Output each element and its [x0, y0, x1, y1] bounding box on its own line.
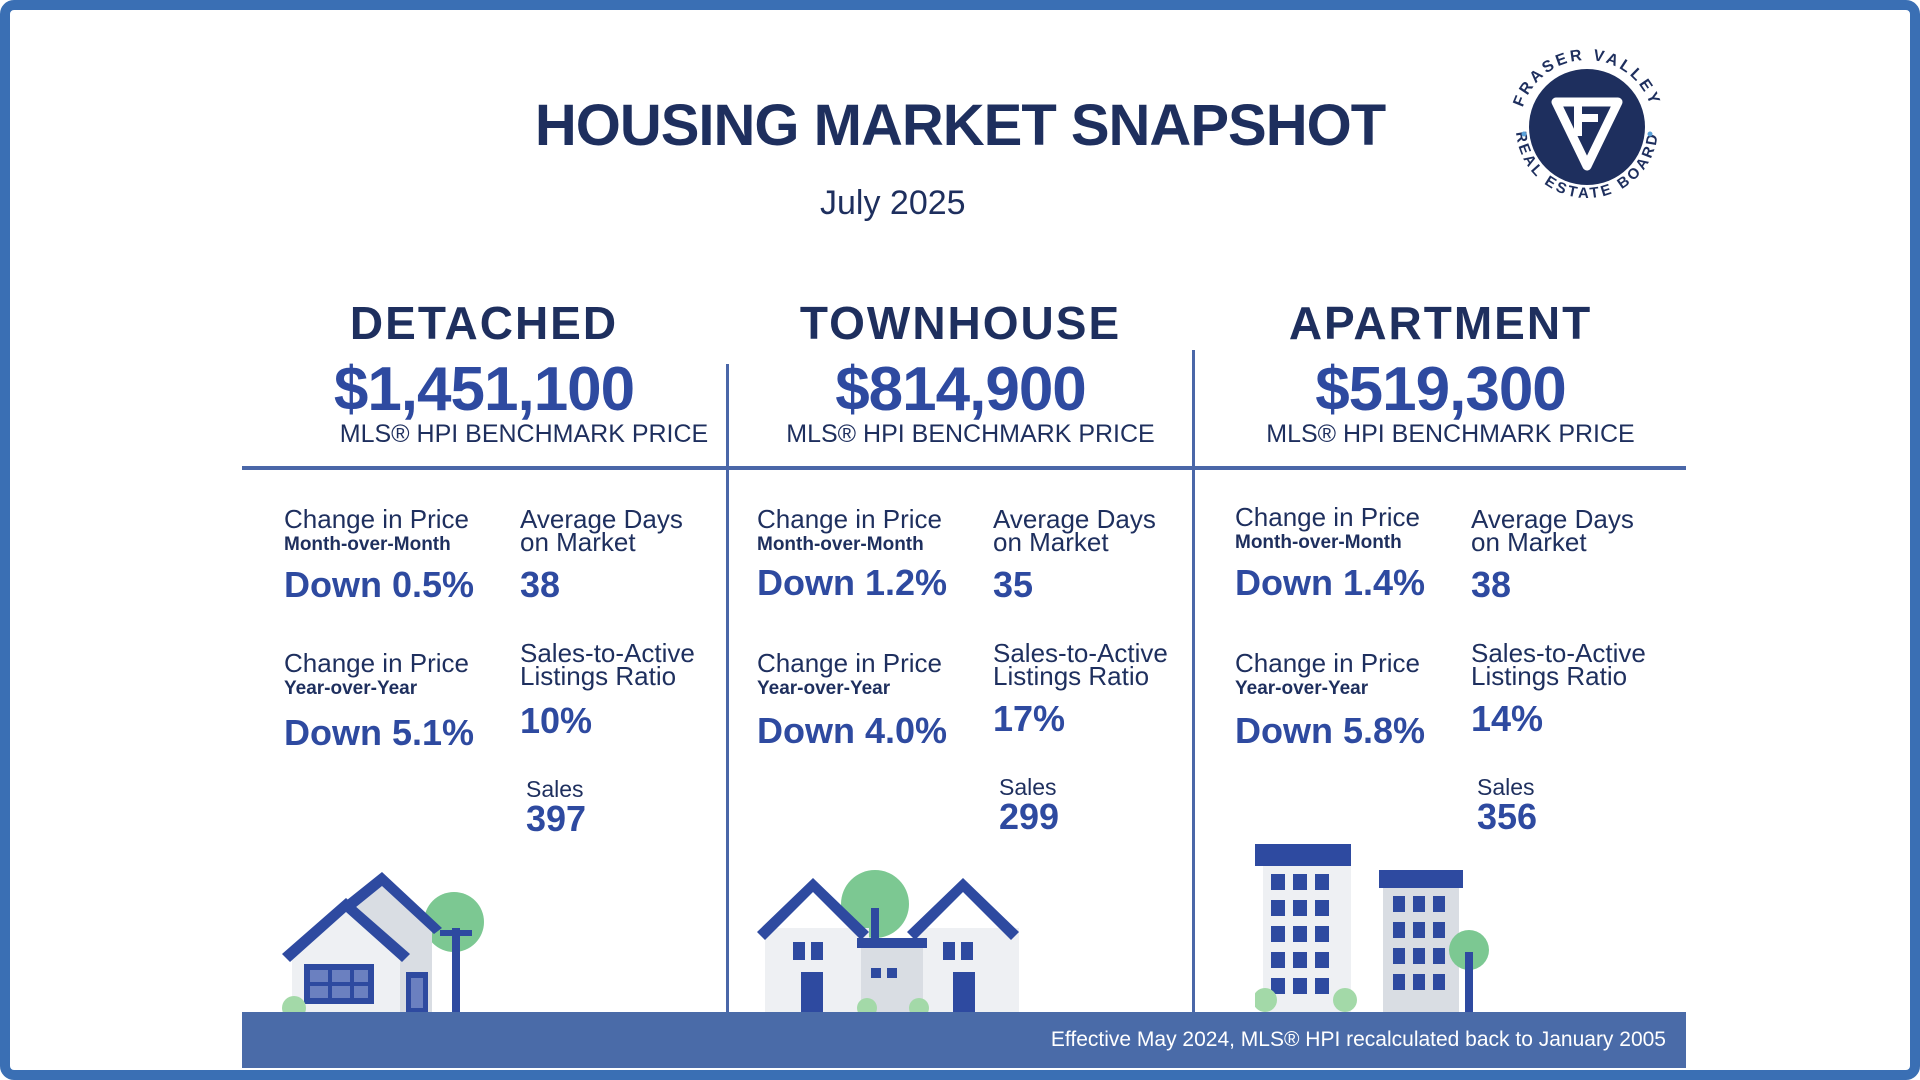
dom-label-2: on Market — [993, 527, 1109, 557]
ratio-value: 17% — [993, 698, 1066, 739]
yoy-label: Change in Price — [284, 648, 469, 678]
column-divider — [1192, 350, 1195, 1014]
mom-label: Change in Price — [1235, 502, 1420, 532]
dom-label: Average Days — [1471, 504, 1634, 534]
ratio-label-2: Listings Ratio — [993, 661, 1150, 691]
mom-sub: Month-over-Month — [1235, 532, 1402, 553]
sales-label: Sales — [526, 776, 584, 802]
benchmark-price: $519,300 — [1315, 355, 1567, 424]
yoy-value: Down 4.0% — [757, 710, 948, 751]
detached-column: DETACHED $1,451,100 MLS® HPI BENCHMARK P… — [242, 0, 726, 1080]
ratio-label-2: Listings Ratio — [520, 661, 677, 691]
apartment-building-icon — [1255, 844, 1489, 1012]
benchmark-price: $814,900 — [835, 355, 1087, 424]
page-title: HOUSING MARKET SNAPSHOT — [534, 93, 1386, 158]
dom-label: Average Days — [520, 504, 683, 534]
ratio-label: Sales-to-Active — [1471, 638, 1646, 668]
detached-house-icon — [282, 872, 484, 1012]
mom-sub: Month-over-Month — [757, 534, 924, 555]
benchmark-label: MLS® HPI BENCHMARK PRICE — [786, 420, 1155, 448]
apartment-column: APARTMENT $519,300 MLS® HPI BENCHMARK PR… — [1195, 0, 1686, 1080]
property-type: DETACHED — [349, 297, 619, 349]
benchmark-label: MLS® HPI BENCHMARK PRICE — [339, 420, 709, 448]
mom-value: Down 1.2% — [757, 562, 948, 603]
footer-note: Effective May 2024, MLS® HPI recalculate… — [1050, 1028, 1666, 1051]
yoy-sub: Year-over-Year — [1235, 678, 1369, 699]
mom-value: Down 0.5% — [284, 564, 475, 605]
footer-bar: Effective May 2024, MLS® HPI recalculate… — [242, 1012, 1686, 1068]
property-type: APARTMENT — [1288, 297, 1593, 349]
sales-value: 397 — [526, 798, 587, 839]
townhouse-column: TOWNHOUSE $814,900 MLS® HPI BENCHMARK PR… — [729, 0, 1192, 1080]
dom-value: 38 — [520, 564, 561, 605]
mom-value: Down 1.4% — [1235, 562, 1426, 603]
ratio-label: Sales-to-Active — [993, 638, 1168, 668]
ratio-value: 14% — [1471, 698, 1544, 739]
property-type: TOWNHOUSE — [799, 297, 1122, 349]
dom-label: Average Days — [993, 504, 1156, 534]
yoy-label: Change in Price — [757, 648, 942, 678]
ratio-value: 10% — [520, 700, 593, 741]
report-date: July 2025 — [820, 184, 966, 222]
ratio-label-2: Listings Ratio — [1471, 661, 1628, 691]
dom-value: 35 — [993, 564, 1034, 605]
benchmark-price: $1,451,100 — [333, 355, 635, 424]
dom-label-2: on Market — [520, 527, 636, 557]
column-divider — [726, 364, 729, 1014]
ratio-label: Sales-to-Active — [520, 638, 695, 668]
mom-label: Change in Price — [284, 504, 469, 534]
benchmark-label: MLS® HPI BENCHMARK PRICE — [1266, 420, 1635, 448]
yoy-sub: Year-over-Year — [757, 678, 891, 699]
fv-logo-icon: FRASER VALLEY REAL ESTATE BOARD — [1510, 47, 1660, 202]
sales-label: Sales — [999, 774, 1057, 800]
yoy-label: Change in Price — [1235, 648, 1420, 678]
dom-value: 38 — [1471, 564, 1512, 605]
apartment-windows — [1271, 874, 1329, 994]
mom-sub: Month-over-Month — [284, 534, 451, 555]
header-divider — [242, 466, 1686, 470]
sales-value: 356 — [1477, 796, 1538, 837]
yoy-sub: Year-over-Year — [284, 678, 418, 699]
townhouse-icon — [757, 870, 1019, 1012]
sales-value: 299 — [999, 796, 1060, 837]
yoy-value: Down 5.8% — [1235, 710, 1426, 751]
yoy-value: Down 5.1% — [284, 712, 475, 753]
dom-label-2: on Market — [1471, 527, 1587, 557]
sales-label: Sales — [1477, 774, 1535, 800]
mom-label: Change in Price — [757, 504, 942, 534]
